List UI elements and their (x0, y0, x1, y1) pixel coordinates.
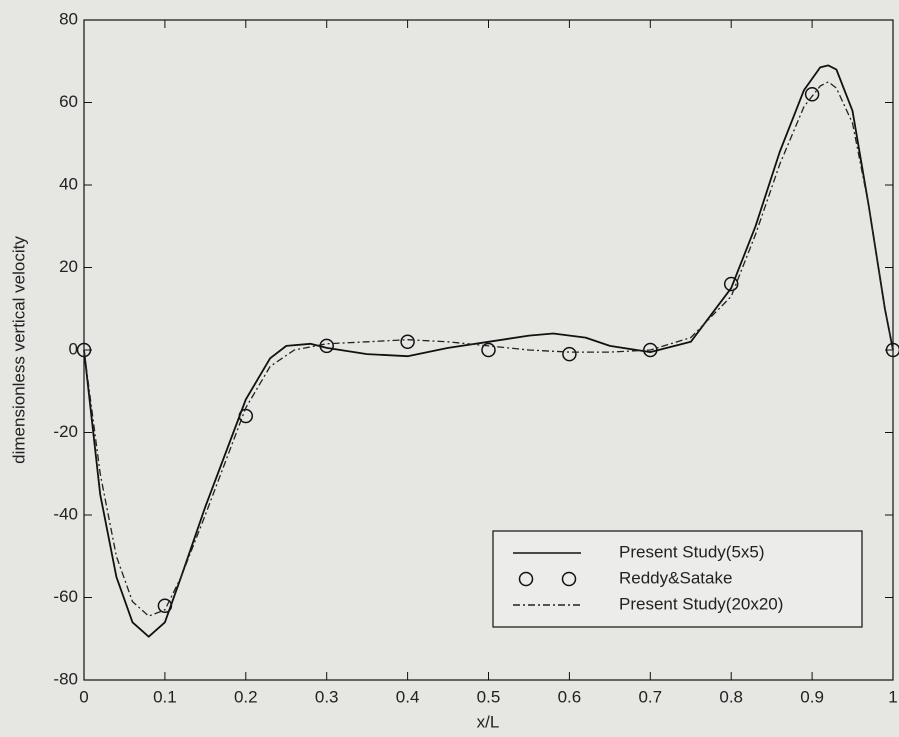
x-axis-label: x/L (477, 712, 500, 731)
y-tick-label: 40 (59, 174, 78, 193)
legend-label: Present Study(5x5) (619, 542, 765, 561)
x-tick-label: 0 (79, 687, 88, 706)
chart: x/L dimensionless vertical velocity 0 0.1… (0, 0, 899, 737)
x-tick-label: 0.6 (558, 687, 582, 706)
x-tick-label: 0.5 (477, 687, 501, 706)
y-tick-label: -60 (53, 587, 78, 606)
x-tick-label: 0.7 (638, 687, 662, 706)
y-tick-label: 20 (59, 257, 78, 276)
y-tick-label: -80 (53, 669, 78, 688)
data-point (563, 348, 576, 361)
x-tick-label: 0.4 (396, 687, 420, 706)
legend-label: Present Study(20x20) (619, 594, 783, 613)
y-tick-label: -40 (53, 504, 78, 523)
y-tick-label: 80 (59, 9, 78, 28)
x-tick-label: 0.2 (234, 687, 258, 706)
x-tick-label: 0.3 (315, 687, 339, 706)
legend-label: Reddy&Satake (619, 568, 732, 587)
page: {"chart_data": {"type": "line", "xlabel"… (0, 0, 899, 737)
y-axis-label: dimensionless vertical velocity (9, 236, 28, 464)
x-tick-label: 1 (888, 687, 897, 706)
data-point (806, 88, 819, 101)
y-tick-label: -20 (53, 422, 78, 441)
y-tick-label: 0 (69, 339, 78, 358)
x-tick-label: 0.1 (153, 687, 177, 706)
y-tick-label: 60 (59, 92, 78, 111)
data-point (401, 335, 414, 348)
x-tick-label: 0.8 (719, 687, 743, 706)
x-tick-label: 0.9 (800, 687, 824, 706)
